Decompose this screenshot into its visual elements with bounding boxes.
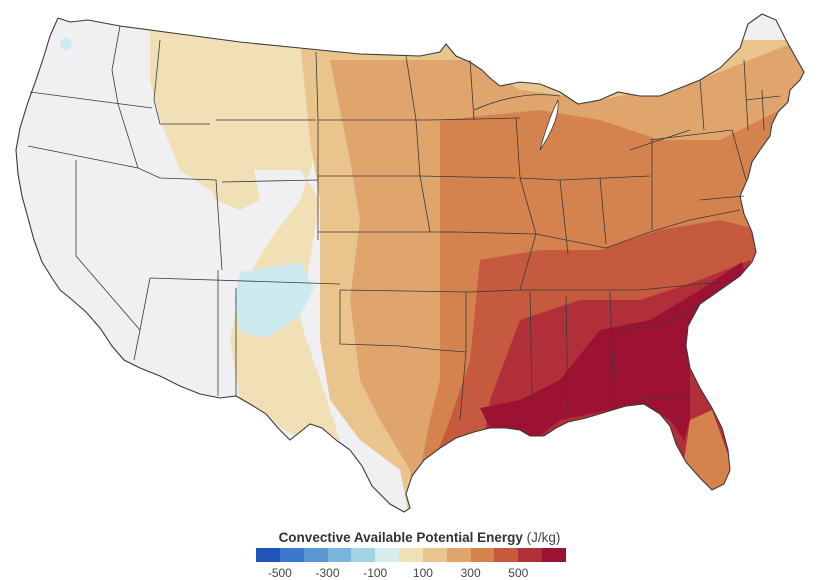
legend-unit: (J/kg) bbox=[526, 530, 561, 545]
legend-swatch bbox=[470, 548, 495, 562]
legend-swatch bbox=[494, 548, 519, 562]
legend-swatch bbox=[351, 548, 376, 562]
legend-tick-label: -100 bbox=[363, 566, 388, 580]
legend-tick-label: 500 bbox=[508, 566, 529, 580]
map bbox=[15, 13, 805, 513]
cape-field bbox=[16, 14, 804, 512]
color-legend: Convective Available Potential Energy (J… bbox=[0, 526, 839, 580]
legend-swatch bbox=[518, 548, 543, 562]
legend-title-text: Convective Available Potential Energy bbox=[278, 530, 523, 545]
legend-swatch bbox=[446, 548, 471, 562]
state-borders bbox=[15, 13, 805, 513]
legend-tick-label: 300 bbox=[460, 566, 481, 580]
legend-swatch bbox=[279, 548, 304, 562]
legend-swatch bbox=[303, 548, 328, 562]
legend-color-bar bbox=[256, 548, 566, 562]
legend-title: Convective Available Potential Energy (J… bbox=[0, 530, 839, 545]
legend-swatch bbox=[399, 548, 423, 562]
legend-tick-label: 100 bbox=[412, 566, 433, 580]
legend-swatch bbox=[542, 548, 566, 562]
legend-ticks: -500 -300 -100 100 300 500 bbox=[0, 566, 839, 580]
legend-tick-label: -500 bbox=[267, 566, 292, 580]
legend-swatch bbox=[375, 548, 400, 562]
legend-swatch bbox=[422, 548, 447, 562]
legend-swatch bbox=[327, 548, 352, 562]
legend-tick-label: -300 bbox=[315, 566, 340, 580]
legend-swatch bbox=[256, 548, 280, 562]
cape-map bbox=[15, 13, 805, 513]
